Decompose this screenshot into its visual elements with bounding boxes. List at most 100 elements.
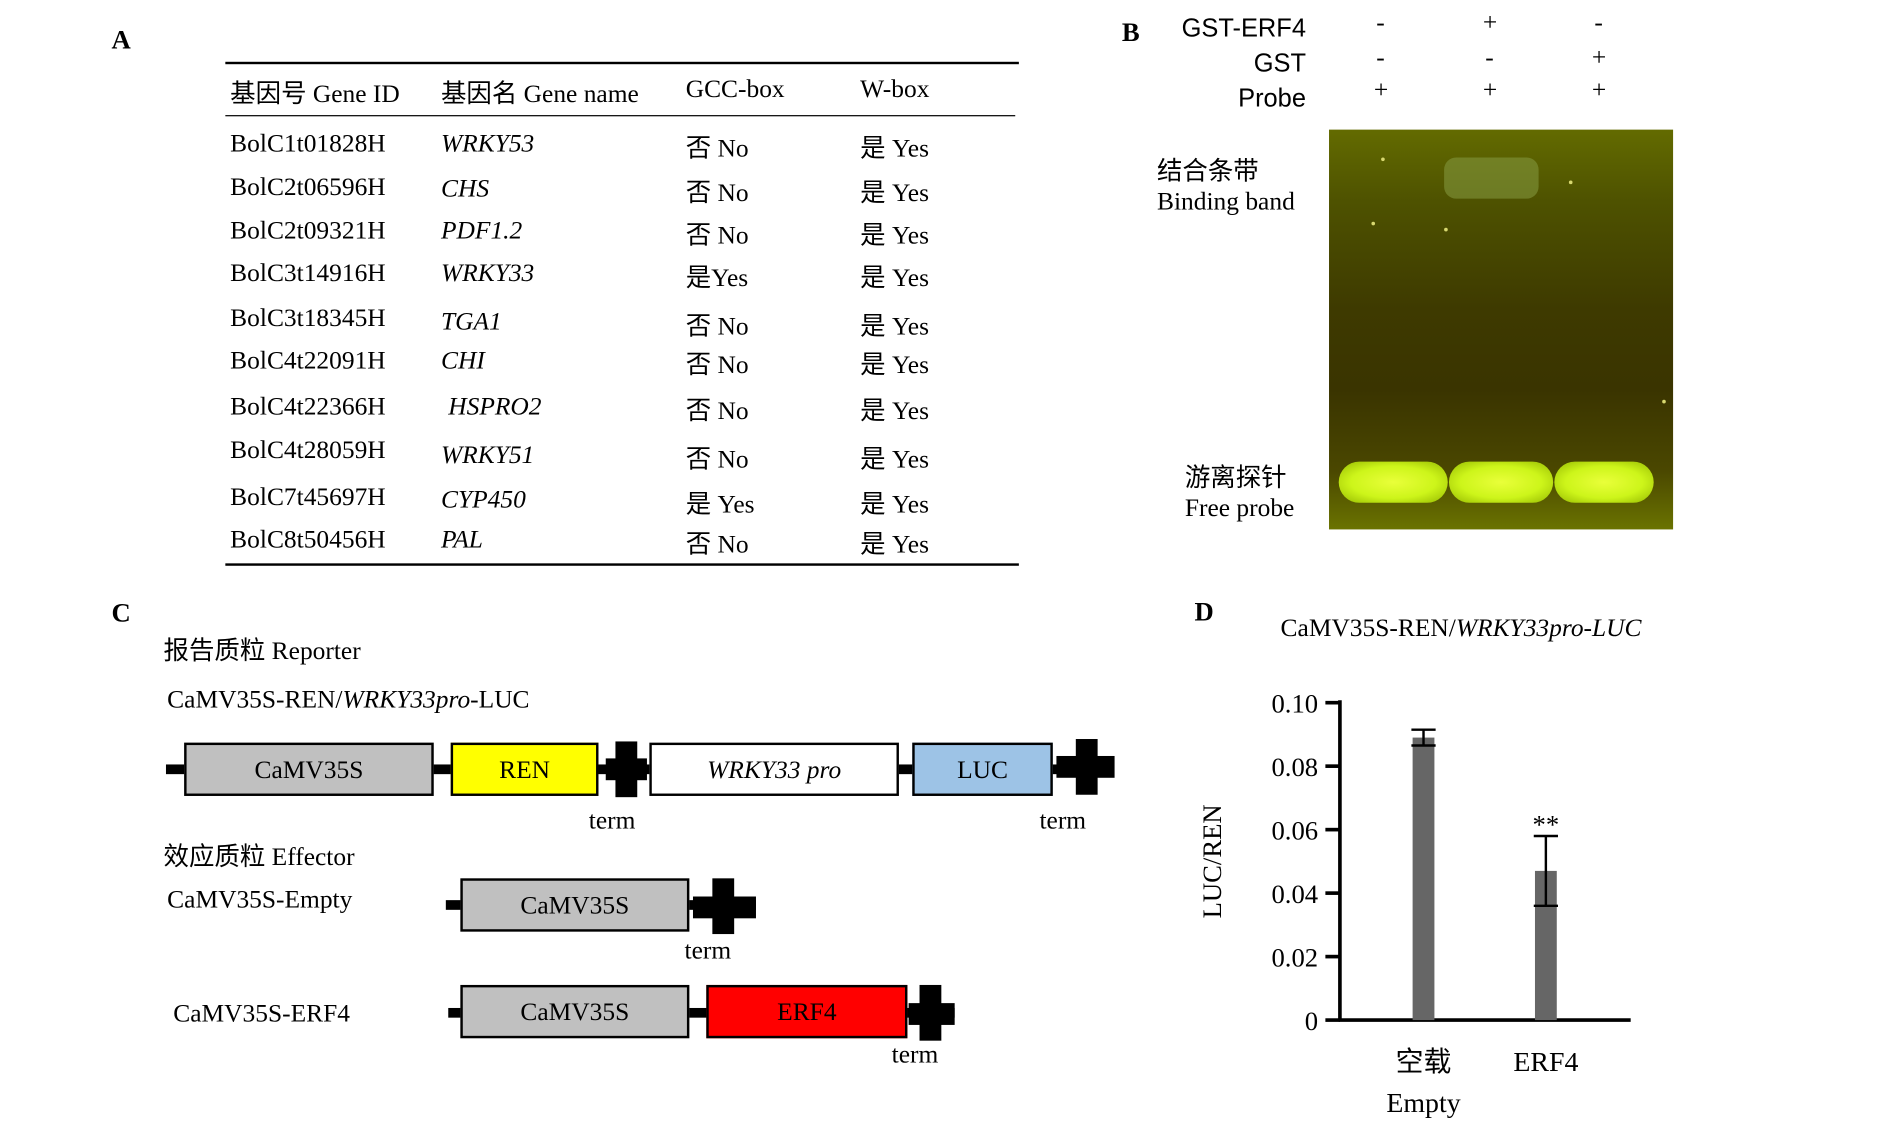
- y-tick-label: 0.04: [1271, 879, 1318, 909]
- y-axis-label: LUC/REN: [1197, 804, 1227, 918]
- luc-gene-box: LUC: [912, 742, 1053, 796]
- binding-band-mark: [1444, 157, 1539, 199]
- gene-name-cell: CYP450: [440, 484, 526, 514]
- term-label: term: [684, 935, 732, 965]
- lane-sign: +: [1482, 7, 1498, 37]
- gcc-box-cell: 否 No: [685, 311, 749, 341]
- gene-id-cell: BolC4t22091H: [230, 345, 386, 375]
- x-category-label: 空载: [1396, 1046, 1452, 1078]
- term-label: term: [588, 805, 636, 835]
- gst-erf4-label: GST-ERF4: [1181, 14, 1306, 43]
- term-label: term: [1039, 805, 1087, 835]
- w-box-cell: 是 Yes: [860, 350, 929, 380]
- gene-name-cell: CHI: [440, 345, 485, 375]
- panel-c-letter: C: [111, 597, 131, 628]
- lane-sign: +: [1482, 75, 1498, 105]
- lane-sign: -: [1376, 42, 1385, 72]
- table-header-rule: [225, 115, 1016, 117]
- camv35s-promoter-box: CaMV35S: [184, 742, 434, 796]
- gcc-box-cell: 否 No: [685, 133, 749, 163]
- w-box-cell: 是 Yes: [860, 489, 929, 519]
- free-probe-band: [1554, 461, 1654, 503]
- w-box-cell: 是 Yes: [860, 220, 929, 250]
- terminator-mark: [692, 896, 756, 919]
- gcc-box-cell: 否 No: [685, 220, 749, 250]
- panel-d-letter: D: [1194, 596, 1214, 627]
- w-box-cell: 是 Yes: [860, 262, 929, 292]
- gcc-box-cell: 否 No: [685, 529, 749, 559]
- gene-id-cell: BolC1t01828H: [230, 128, 386, 158]
- header-w-box: W-box: [860, 73, 930, 103]
- gel-speck: [1381, 157, 1385, 162]
- header-gene-id: 基因号 Gene ID: [230, 78, 400, 108]
- w-box-cell: 是 Yes: [860, 311, 929, 341]
- gene-name-cell: WRKY33: [440, 258, 535, 288]
- gene-id-cell: BolC3t18345H: [230, 302, 386, 332]
- gcc-box-cell: 否 No: [685, 396, 749, 426]
- lane-sign: +: [1591, 75, 1607, 105]
- gene-name-cell: WRKY53: [440, 128, 535, 158]
- free-probe-label-cn: 游离探针: [1184, 462, 1287, 492]
- y-tick-label: 0.02: [1271, 942, 1318, 972]
- luc-ren-bar-chart: 0 0.02 0.04 0.06 0.08 0.10 LUC/REN 空载 Empty ERF4 *…: [1197, 688, 1631, 1119]
- effector-empty-name: CaMV35S-Empty: [167, 884, 353, 914]
- chart-title: CaMV35S-REN/WRKY33pro-LUC: [1280, 613, 1642, 643]
- w-box-cell: 是 Yes: [860, 396, 929, 426]
- gel-speck: [1568, 180, 1573, 185]
- gcc-box-cell: 否 No: [685, 444, 749, 474]
- lane-sign: +: [1373, 75, 1389, 105]
- term-label: term: [891, 1039, 939, 1069]
- lane-sign: +: [1591, 42, 1607, 72]
- free-probe-band: [1338, 461, 1448, 503]
- free-probe-label-en: Free probe: [1184, 493, 1295, 523]
- gcc-box-cell: 否 No: [685, 178, 749, 208]
- gst-label: GST: [1253, 49, 1306, 78]
- gene-name-cell: PAL: [440, 524, 483, 554]
- lane-sign: -: [1485, 42, 1494, 72]
- y-tick-label: 0: [1305, 1006, 1318, 1036]
- panel-b-letter: B: [1121, 16, 1140, 48]
- probe-label: Probe: [1238, 84, 1306, 113]
- gcc-box-cell: 否 No: [685, 350, 749, 380]
- gene-id-cell: BolC4t22366H: [230, 391, 386, 421]
- gel-speck: [1662, 399, 1666, 404]
- significance-mark: **: [1533, 810, 1560, 840]
- lane-sign: -: [1376, 7, 1385, 37]
- reporter-title: 报告质粒 Reporter: [163, 636, 361, 666]
- w-box-cell: 是 Yes: [860, 133, 929, 163]
- gel-speck: [1444, 227, 1448, 232]
- gene-id-cell: BolC4t28059H: [230, 434, 386, 465]
- w-box-cell: 是 Yes: [860, 529, 929, 559]
- lane-sign: -: [1594, 7, 1603, 37]
- bar: [1534, 870, 1557, 1021]
- gene-name-cell: CHS: [440, 173, 490, 203]
- camv35s-promoter-box: CaMV35S: [460, 878, 690, 932]
- header-gcc-box: GCC-box: [685, 73, 785, 103]
- gene-id-cell: BolC8t50456H: [230, 524, 386, 554]
- binding-band-label-cn: 结合条带: [1156, 156, 1259, 186]
- gene-name-cell: TGA1: [440, 306, 502, 336]
- gene-name-cell: PDF1.2: [440, 215, 523, 245]
- gene-id-cell: BolC7t45697H: [230, 482, 386, 512]
- gcc-box-cell: 是Yes: [685, 262, 749, 292]
- gel-speck: [1371, 221, 1376, 226]
- table-top-rule: [225, 61, 1019, 65]
- terminator-mark: [908, 1003, 955, 1025]
- backbone-line: [448, 1007, 955, 1018]
- panel-a-letter: A: [111, 24, 131, 55]
- effector-title: 效应质粒 Effector: [163, 841, 355, 872]
- camv35s-promoter-box: CaMV35S: [460, 984, 690, 1039]
- terminator-mark: [1056, 755, 1115, 778]
- free-probe-band: [1448, 461, 1554, 503]
- reporter-construct-name: CaMV35S-REN/WRKY33pro-LUC: [167, 684, 530, 714]
- header-gene-name: 基因名 Gene name: [440, 78, 639, 108]
- erf4-gene-box: ERF4: [706, 984, 908, 1039]
- gene-name-cell: HSPRO2: [448, 391, 542, 421]
- x-category-label: ERF4: [1513, 1047, 1578, 1078]
- gcc-box-cell: 是 Yes: [685, 489, 755, 519]
- y-tick-label: 0.08: [1271, 752, 1318, 782]
- ren-gene-box: REN: [450, 742, 599, 796]
- w-box-cell: 是 Yes: [860, 444, 929, 474]
- y-tick-label: 0.06: [1271, 815, 1318, 845]
- gene-id-cell: BolC2t06596H: [230, 172, 386, 202]
